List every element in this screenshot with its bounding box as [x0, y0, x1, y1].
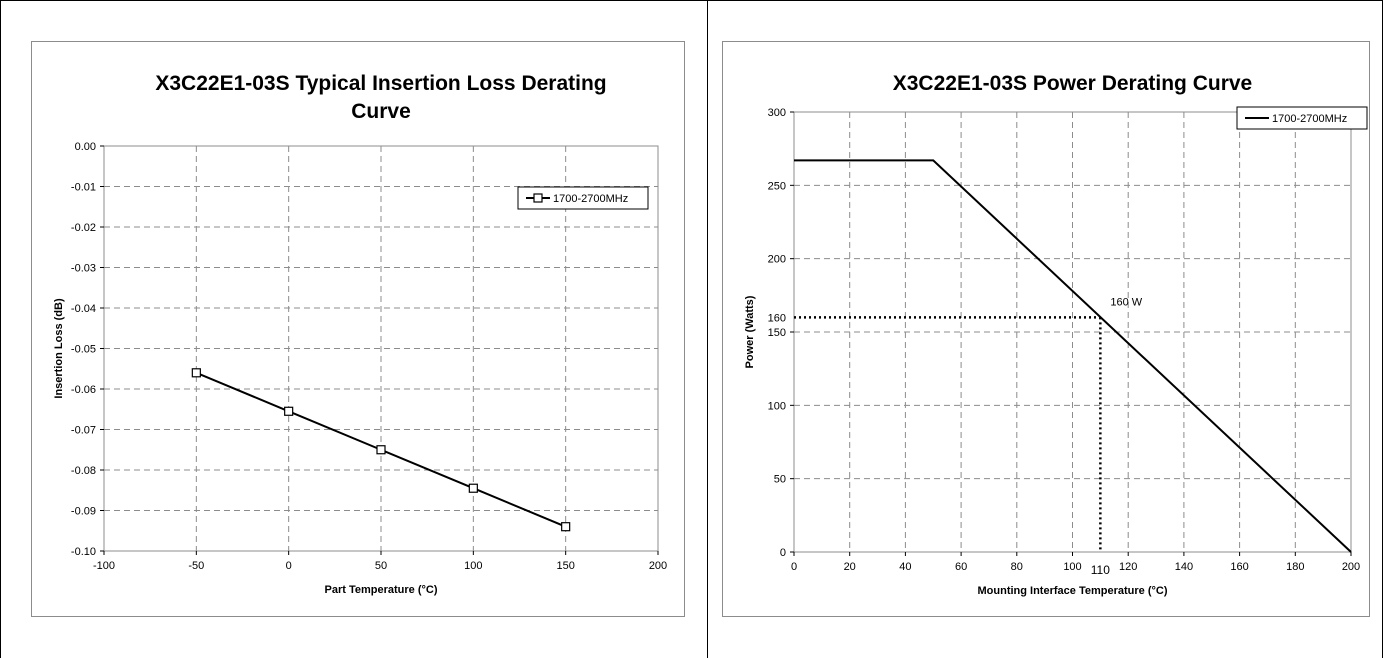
data-point — [561, 522, 571, 532]
left-panel: X3C22E1-03S Typical Insertion Loss Derat… — [0, 0, 708, 658]
y-tick-label: -0.09 — [71, 506, 96, 518]
reference-x-label: 110 — [1091, 563, 1110, 577]
y-tick-label: 150 — [768, 327, 786, 339]
x-tick-label: 100 — [1063, 561, 1081, 573]
power-derating-chart: X3C22E1-03S Power Derating Curve 0 50 100 15… — [744, 72, 1368, 597]
data-point — [468, 483, 478, 493]
reference-annotation: 160 W — [1110, 296, 1142, 308]
reference-y-label: 160 — [768, 312, 786, 324]
x-tick-label: 200 — [1342, 561, 1360, 573]
y-axis-label: Power (Watts) — [744, 295, 756, 368]
y-tick-label: 50 — [774, 474, 786, 486]
y-tick-label: -0.05 — [71, 344, 96, 356]
x-tick-label: 0 — [791, 561, 797, 573]
x-tick-label: -50 — [188, 560, 204, 572]
x-tick-label: 120 — [1119, 561, 1137, 573]
x-tick-label: 100 — [464, 560, 482, 572]
y-tick-label: -0.01 — [71, 182, 96, 194]
power-derating-chart-frame: X3C22E1-03S Power Derating Curve 0 50 100 15… — [722, 41, 1370, 617]
x-tick-label: 80 — [1011, 561, 1023, 573]
data-point — [376, 445, 386, 455]
legend-label: 1700-2700MHz — [553, 193, 628, 205]
x-tick-label: 0 — [286, 560, 292, 572]
legend-label: 1700-2700MHz — [1272, 113, 1347, 125]
right-panel: X3C22E1-03S Power Derating Curve 0 50 100 15… — [708, 0, 1383, 658]
chart-title: Curve — [351, 100, 411, 123]
x-tick-label: 140 — [1175, 561, 1193, 573]
insertion-loss-chart-frame: X3C22E1-03S Typical Insertion Loss Derat… — [31, 41, 685, 617]
x-axis-label: Part Temperature (°C) — [325, 584, 438, 596]
x-tick-label: 200 — [649, 560, 667, 572]
y-tick-label: 0 — [780, 547, 786, 559]
y-axis-label: Insertion Loss (dB) — [53, 298, 65, 399]
y-tick-label: 200 — [768, 254, 786, 266]
x-tick-label: 150 — [556, 560, 574, 572]
series-line — [794, 159, 1352, 553]
y-tick-label: -0.04 — [71, 303, 96, 315]
y-tick-label: -0.02 — [71, 222, 96, 234]
y-tick-label: -0.06 — [71, 384, 96, 396]
x-tick-label: 160 — [1230, 561, 1248, 573]
legend-box — [1236, 106, 1368, 130]
y-tick-label: 0.00 — [75, 141, 96, 153]
x-axis-label: Mounting Interface Temperature (°C) — [978, 585, 1168, 597]
x-tick-label: 20 — [844, 561, 856, 573]
y-tick-label: -0.08 — [71, 465, 96, 477]
legend-box — [517, 186, 649, 210]
x-tick-label: -100 — [93, 560, 115, 572]
data-point — [191, 368, 201, 378]
x-tick-label: 180 — [1286, 561, 1304, 573]
legend-swatch-marker — [533, 193, 543, 203]
data-point — [284, 406, 294, 416]
insertion-loss-chart: X3C22E1-03S Typical Insertion Loss Derat… — [53, 72, 667, 596]
y-tick-label: 100 — [768, 400, 786, 412]
chart-title: X3C22E1-03S Typical Insertion Loss Derat… — [155, 72, 606, 95]
y-tick-label: -0.10 — [71, 546, 96, 558]
y-tick-label: -0.07 — [71, 425, 96, 437]
y-tick-label: -0.03 — [71, 263, 96, 275]
x-tick-label: 50 — [375, 560, 387, 572]
x-tick-label: 40 — [899, 561, 911, 573]
y-tick-label: 300 — [768, 107, 786, 119]
chart-title: X3C22E1-03S Power Derating Curve — [893, 72, 1252, 95]
x-tick-label: 60 — [955, 561, 967, 573]
y-tick-label: 250 — [768, 180, 786, 192]
